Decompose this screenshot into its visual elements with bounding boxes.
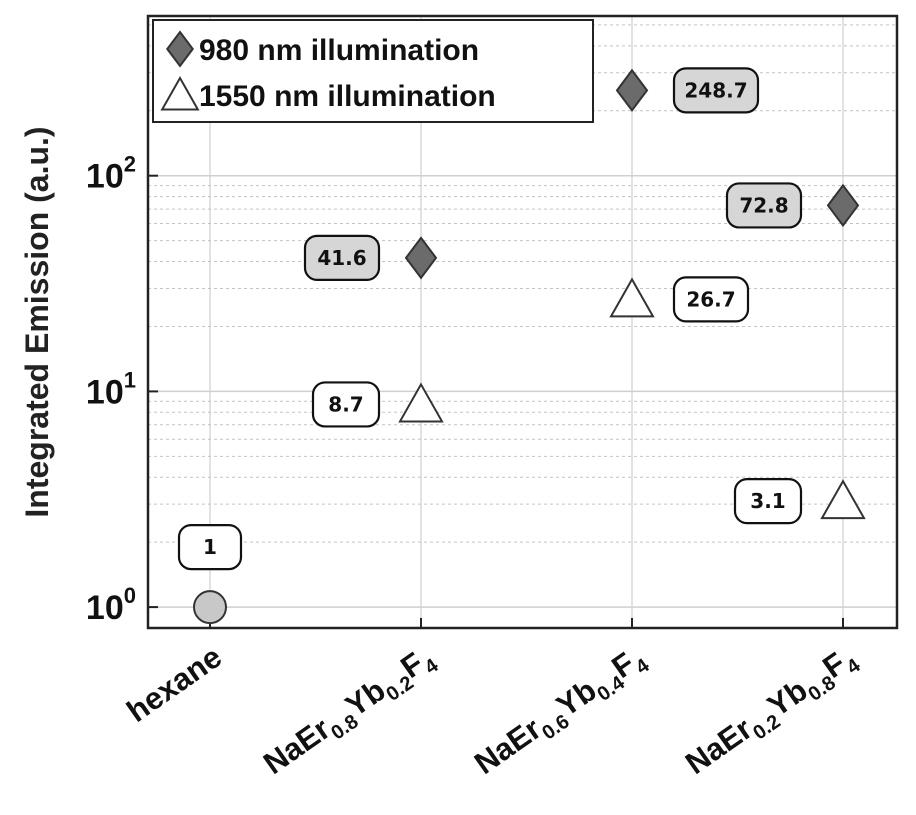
x-tick-label: hexane xyxy=(120,639,228,729)
data-label: 72.8 xyxy=(725,182,803,229)
data-label-box xyxy=(672,67,760,114)
y-tick-base: 10 xyxy=(86,158,124,196)
y-tick-base: 10 xyxy=(86,373,124,411)
y-tick-exponent: 1 xyxy=(124,367,136,392)
data-label: 1 xyxy=(177,523,243,571)
data-label: 41.6 xyxy=(303,234,381,281)
triangle-point xyxy=(820,479,866,520)
legend-triangle-icon xyxy=(160,75,200,111)
legend-label: 1550 nm illumination xyxy=(199,80,496,113)
x-tick-text: NaEr xyxy=(679,711,758,781)
data-label-box xyxy=(733,478,803,525)
data-label-text: 26.7 xyxy=(686,287,735,311)
legend-label: 980 nm illumination xyxy=(199,34,479,67)
data-label-box xyxy=(672,276,750,323)
y-tick-label: 102 xyxy=(86,152,136,196)
data-label-text: 8.7 xyxy=(328,392,363,416)
data-label-text: 248.7 xyxy=(684,78,747,102)
data-label: 3.1 xyxy=(733,478,803,525)
y-tick-label: 100 xyxy=(86,583,136,627)
x-tick-label: NaEr0.6Yb0.4F4 xyxy=(468,639,654,786)
legend: 980 nm illumination 1550 nm illumination xyxy=(152,19,594,123)
y-tick-exponent: 2 xyxy=(124,152,136,177)
x-tick-text: NaEr xyxy=(257,711,336,781)
x-axis: hexane NaEr0.8Yb0.2F4NaEr0.6Yb0.4F4NaEr0.… xyxy=(120,618,865,786)
y-tick-label: 101 xyxy=(86,367,136,411)
circle-point xyxy=(193,590,227,625)
data-points: 41.6 248.7 72.8 8.7 26.7 3.1 1 xyxy=(177,67,866,625)
diamond-point xyxy=(615,68,649,113)
diamond-point xyxy=(826,183,860,228)
data-label-text: 1 xyxy=(203,535,217,559)
data-label-text: 72.8 xyxy=(739,193,788,217)
triangle-point xyxy=(609,277,655,318)
x-tick-text: NaEr xyxy=(468,711,547,781)
plot-frame xyxy=(146,14,899,630)
data-label: 26.7 xyxy=(672,276,750,323)
triangle-point xyxy=(398,382,444,423)
x-tick-label: NaEr0.8Yb0.2F4 xyxy=(257,639,443,786)
x-tick-text: hexane xyxy=(120,639,228,729)
data-label-box xyxy=(303,234,381,281)
y-tick-base: 10 xyxy=(86,589,124,627)
y-axis-label: Integrated Emission (a.u.) xyxy=(19,126,55,517)
y-tick-exponent: 0 xyxy=(124,583,136,608)
data-label: 248.7 xyxy=(672,67,760,114)
diamond-point xyxy=(404,236,438,280)
data-label: 8.7 xyxy=(311,381,381,428)
legend-diamond-icon xyxy=(166,30,194,68)
data-label-text: 3.1 xyxy=(750,489,785,513)
legend-box xyxy=(152,19,594,123)
data-label-box xyxy=(725,182,803,229)
x-tick-label: NaEr0.2Yb0.8F4 xyxy=(679,639,865,786)
data-label-box xyxy=(311,381,381,428)
data-label-box xyxy=(177,523,243,571)
data-label-text: 41.6 xyxy=(317,246,366,270)
